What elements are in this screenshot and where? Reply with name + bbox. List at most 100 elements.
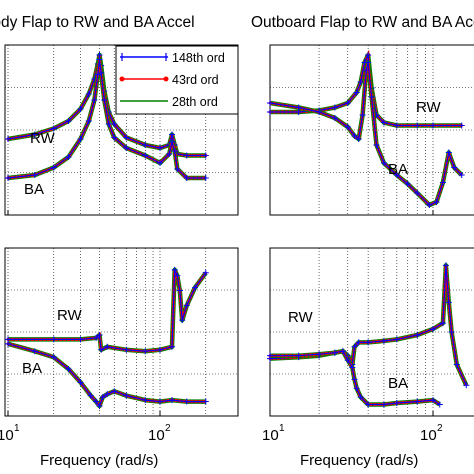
data-point (174, 272, 181, 279)
x-tick-label: 10 (420, 427, 437, 444)
data-point (331, 115, 338, 121)
data-point (104, 391, 111, 398)
annotation-rw: RW (30, 130, 56, 147)
data-point (426, 202, 433, 208)
data-point (351, 376, 358, 383)
x-tick-exponent: 1 (279, 423, 285, 434)
data-point (169, 343, 176, 350)
data-point (353, 89, 360, 96)
annotation-rw: RW (416, 99, 442, 116)
annotation-rw: RW (288, 309, 314, 326)
data-point (365, 59, 372, 66)
legend-entry-43rd: 43rd ord (119, 73, 219, 87)
data-point (65, 154, 72, 160)
data-point (344, 124, 351, 130)
data-point (445, 299, 452, 306)
panel-top-right (267, 44, 474, 216)
data-point (442, 262, 449, 269)
data-point (96, 56, 103, 63)
data-point (99, 394, 106, 401)
data-point (31, 131, 38, 138)
data-point (267, 109, 273, 115)
data-point (85, 91, 92, 97)
data-point (344, 100, 351, 106)
title-top-left: Body Flap to RW and BA Accel (0, 14, 195, 31)
data-point (316, 351, 323, 358)
data-point (353, 385, 360, 392)
data-point (96, 331, 103, 338)
data-point (111, 134, 118, 141)
panel-bottom-left (4, 247, 239, 417)
series-line-148th-ba (269, 62, 463, 206)
data-point (169, 139, 176, 145)
data-point (65, 366, 72, 372)
data-point (87, 392, 94, 399)
data-point (351, 343, 358, 350)
data-point (142, 348, 149, 355)
data-point (363, 67, 370, 73)
data-point (414, 122, 421, 129)
data-point (373, 142, 380, 148)
data-point (430, 122, 436, 129)
data-point (448, 329, 455, 335)
data-point (359, 112, 366, 118)
x-axis-label: Frequency (rad/s) (40, 452, 158, 469)
data-point (123, 392, 130, 399)
data-point (368, 94, 375, 100)
dot-marker-icon (163, 76, 169, 82)
plot-area (267, 262, 470, 408)
data-point (393, 122, 400, 129)
data-point (5, 340, 11, 347)
data-point (111, 121, 118, 127)
data-point (357, 79, 364, 85)
data-point (77, 379, 84, 386)
axes-frame (4, 247, 239, 417)
data-point (349, 364, 356, 371)
data-point (439, 320, 446, 327)
data-point (202, 398, 209, 405)
annotation-ba: BA (388, 161, 408, 178)
annotation-ba: BA (24, 181, 44, 198)
data-point (439, 179, 446, 186)
data-point (445, 149, 452, 156)
data-point (355, 339, 362, 346)
annotation-ba: BA (388, 375, 408, 392)
data-point (316, 109, 323, 115)
data-point (171, 148, 178, 154)
x-tick-labels-left: 10 1 10 2 (0, 423, 171, 444)
x-tick-label: 10 (148, 427, 165, 444)
data-point (365, 52, 372, 58)
data-point (183, 152, 190, 159)
data-point (295, 104, 302, 111)
data-point (142, 142, 149, 148)
data-point (344, 357, 351, 364)
data-point (380, 160, 387, 166)
data-point (50, 125, 57, 132)
annotation-rw: RW (57, 307, 83, 324)
x-axis-label: Frequency (rad/s) (300, 452, 418, 469)
data-point (171, 266, 178, 273)
data-point (123, 134, 130, 141)
data-point (430, 397, 436, 404)
data-point (414, 331, 421, 338)
data-point (430, 326, 436, 333)
data-point (202, 152, 209, 159)
data-point (5, 136, 11, 142)
data-point (123, 346, 130, 353)
data-point (91, 97, 98, 103)
legend-label: 28th ord (172, 95, 218, 109)
data-point (380, 401, 387, 408)
data-point (351, 133, 358, 139)
data-point (295, 352, 302, 359)
data-point (157, 346, 163, 353)
data-point (123, 145, 130, 151)
data-point (267, 352, 273, 359)
data-point (433, 199, 440, 205)
data-point (331, 104, 338, 111)
data-point (179, 317, 186, 324)
legend-label: 43rd ord (172, 73, 219, 87)
data-point (414, 190, 421, 196)
plot-area (5, 52, 209, 181)
data-point (267, 100, 273, 106)
